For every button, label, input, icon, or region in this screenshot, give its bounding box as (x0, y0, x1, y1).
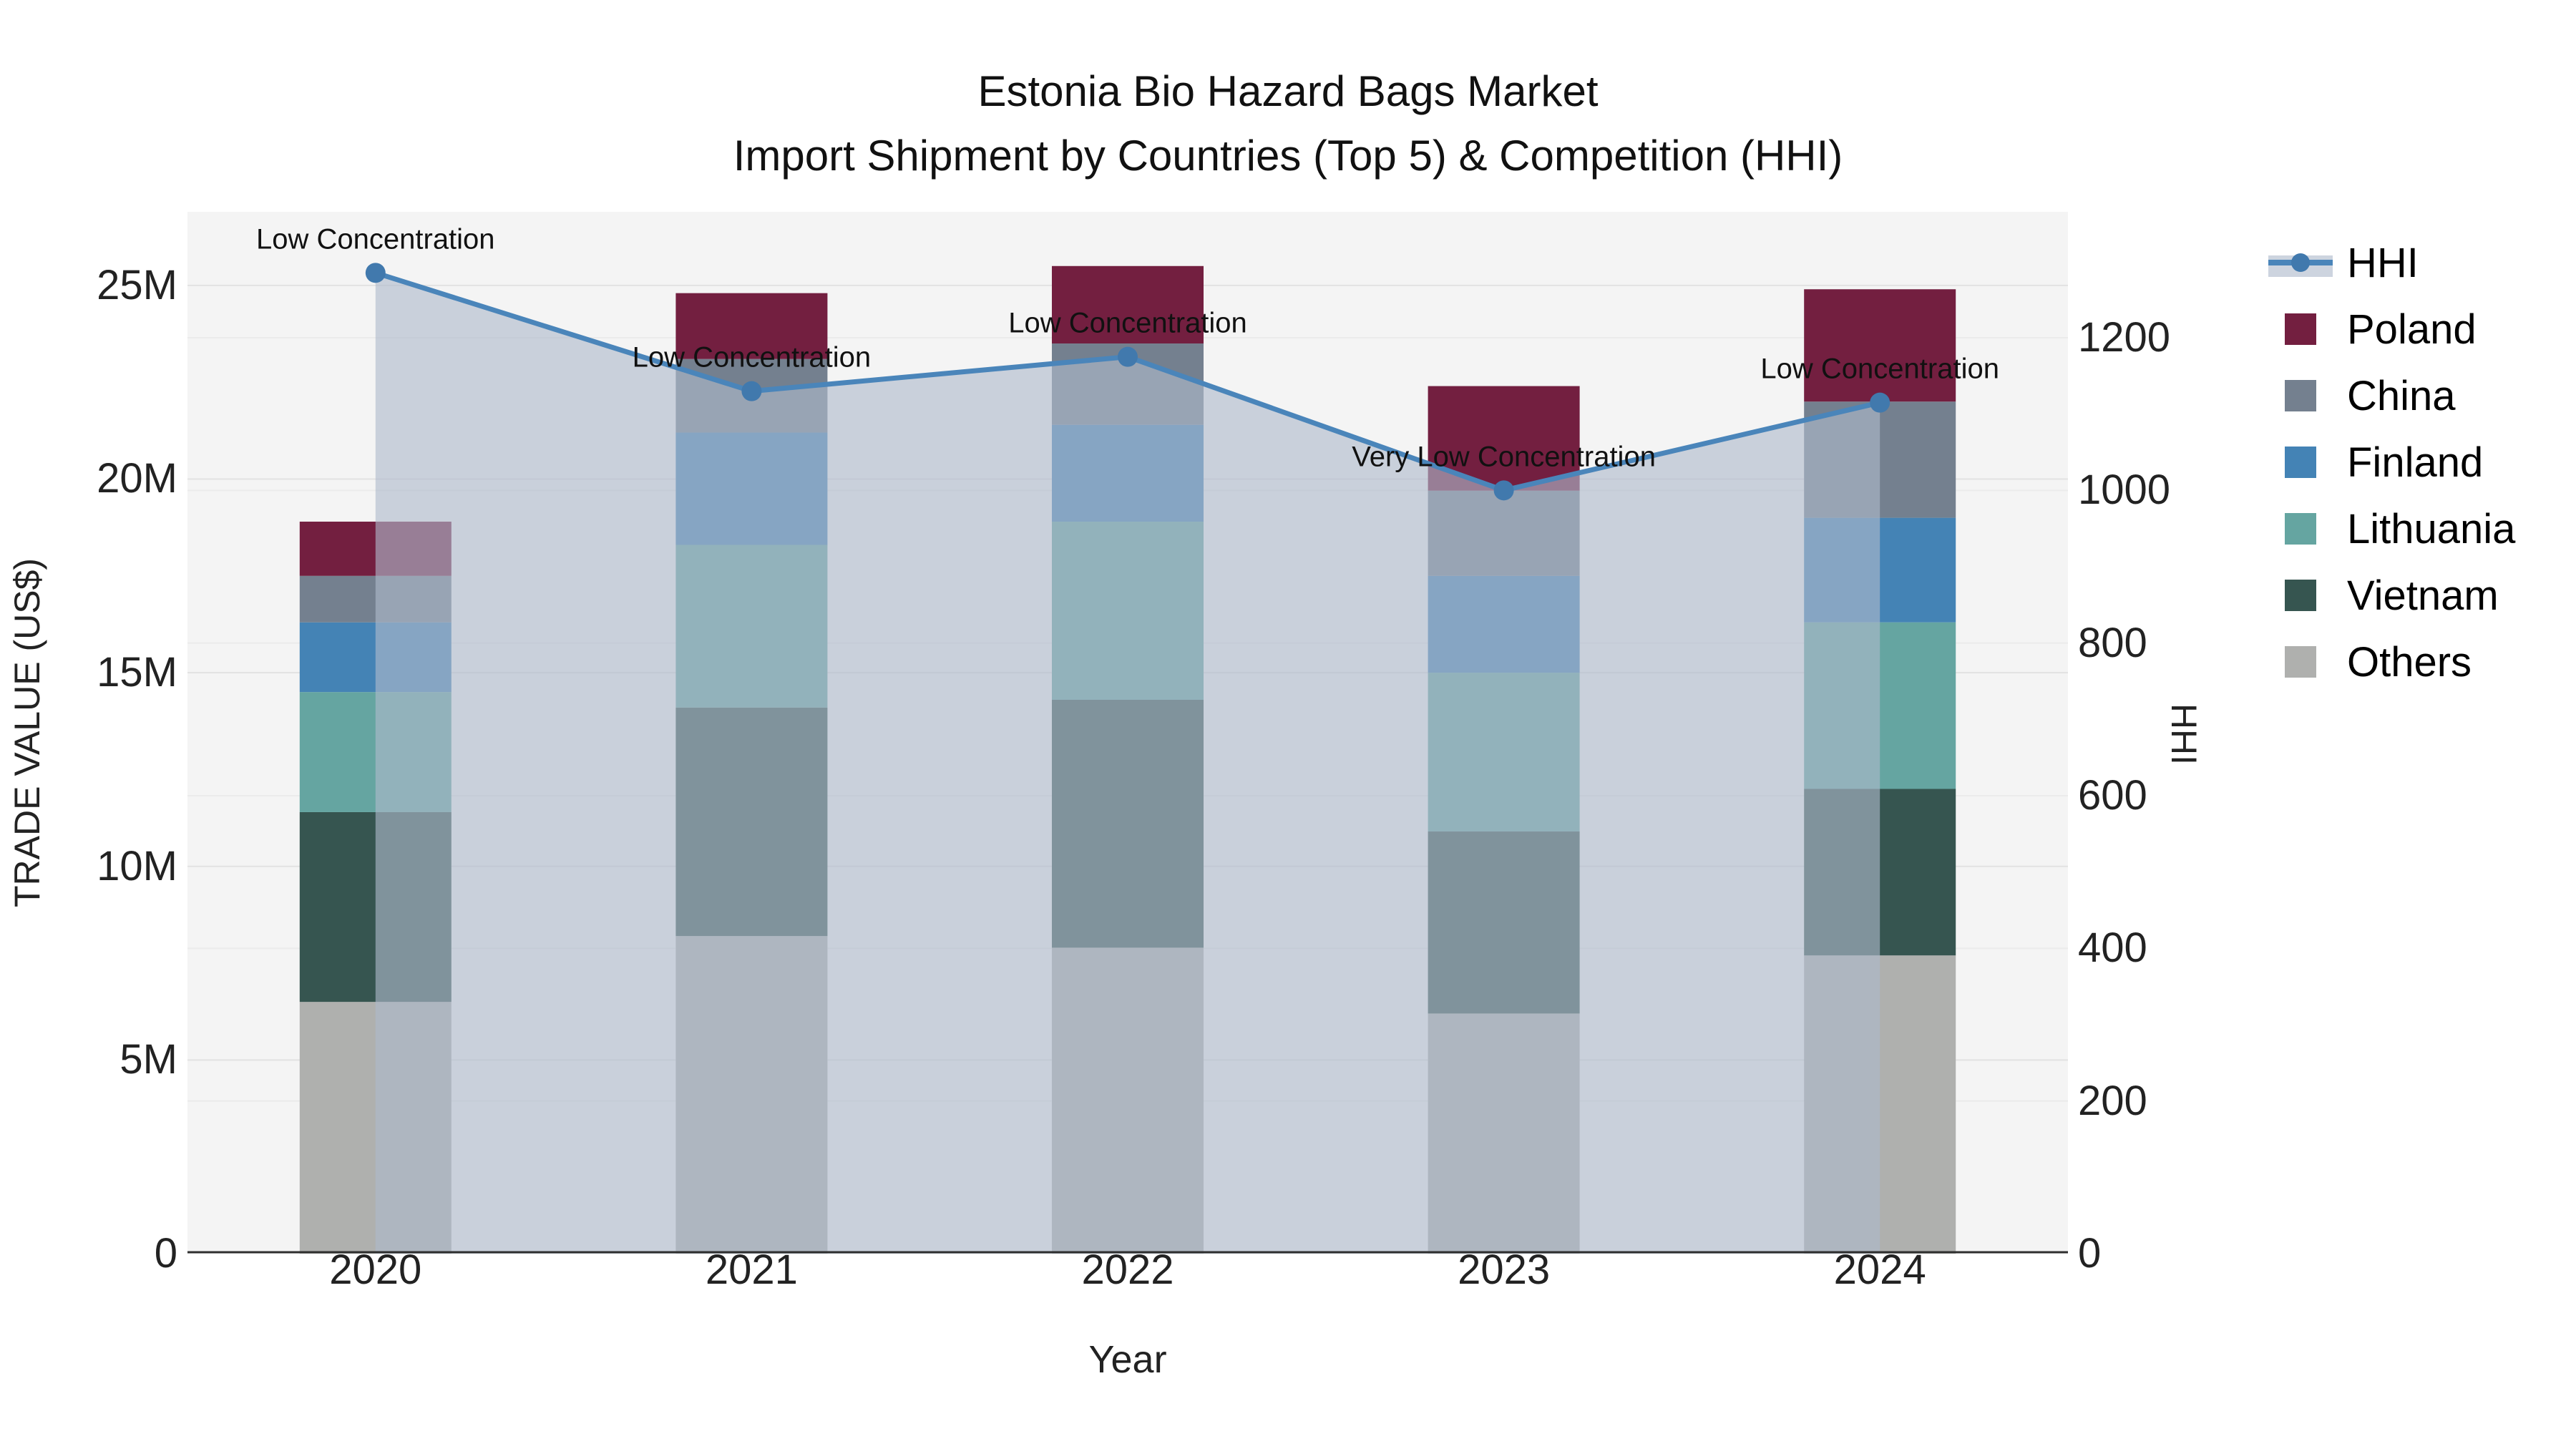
legend-swatch-icon (2285, 580, 2316, 611)
x-tick-2024: 2024 (1833, 1246, 1926, 1293)
hhi-marker-2022[interactable] (1118, 346, 1138, 367)
legend-swatch-icon (2268, 296, 2333, 363)
legend-label: China (2347, 373, 2456, 419)
right-tick-600: 600 (2078, 772, 2147, 819)
bar-segment-2022-poland[interactable] (1052, 265, 1204, 344)
legend-swatch-icon (2285, 380, 2316, 411)
x-tick-2021: 2021 (705, 1246, 798, 1293)
legend-item-hhi[interactable]: HHI (2268, 230, 2515, 296)
legend-swatch-icon (2285, 313, 2316, 345)
legend-label: Others (2347, 639, 2472, 686)
left-tick-25M: 25M (97, 261, 177, 308)
x-tick-2020: 2020 (329, 1246, 422, 1293)
right-tick-1000: 1000 (2078, 467, 2171, 514)
chart-subtitle: Import Shipment by Countries (Top 5) & C… (733, 132, 1843, 180)
plot-svg: Low Concentration Low Concentration Low Co… (187, 223, 2068, 1254)
chart-title: Estonia Bio Hazard Bags Market (977, 67, 1599, 115)
right-tick-1200: 1200 (2078, 314, 2171, 361)
x-tick-2023: 2023 (1458, 1246, 1551, 1293)
legend-item-others[interactable]: Others (2268, 629, 2515, 696)
hhi-marker-2024[interactable] (1870, 392, 1890, 413)
annotation-2024: Low Concentration (1760, 353, 1999, 385)
left-tick-10M: 10M (97, 842, 177, 889)
left-tick-20M: 20M (97, 455, 177, 502)
x-tick-2022: 2022 (1081, 1246, 1174, 1293)
hhi-marker-2021[interactable] (741, 381, 762, 401)
legend-item-lithuania[interactable]: Lithuania (2268, 496, 2515, 562)
hhi-line-icon (2268, 230, 2333, 296)
right-tick-0: 0 (2078, 1230, 2102, 1277)
legend-label: Finland (2347, 439, 2484, 486)
right-axis-title: HHI (2164, 703, 2204, 766)
annotation-2020: Low Concentration (256, 223, 495, 255)
bar-segment-2021-poland[interactable] (675, 293, 828, 359)
left-tick-5M: 5M (119, 1036, 177, 1083)
legend-label: Lithuania (2347, 506, 2516, 552)
right-tick-800: 800 (2078, 619, 2147, 666)
annotation-2023: Very Low Concentration (1352, 441, 1656, 472)
hhi-line-icon-part (2291, 253, 2310, 272)
right-tick-400: 400 (2078, 924, 2147, 972)
legend-label: HHI (2347, 240, 2419, 286)
x-axis-title: Year (1088, 1338, 1167, 1381)
legend-swatch-icon (2268, 363, 2333, 429)
left-axis-title: TRADE VALUE (US$) (7, 557, 47, 908)
legend-label: Vietnam (2347, 572, 2499, 619)
legend-label: Poland (2347, 306, 2477, 353)
plot-area: Low Concentration Low Concentration Low Co… (187, 212, 2068, 1254)
legend-swatch-icon (2285, 447, 2316, 478)
bar-segment-2024-poland[interactable] (1804, 289, 1956, 402)
legend-item-vietnam[interactable]: Vietnam (2268, 562, 2515, 629)
legend-item-poland[interactable]: Poland (2268, 296, 2515, 363)
legend-swatch-icon (2285, 513, 2316, 545)
left-tick-15M: 15M (97, 649, 177, 696)
hhi-marker-2020[interactable] (365, 263, 386, 283)
legend-swatch-icon (2285, 646, 2316, 678)
hhi-marker-2023[interactable] (1493, 480, 1514, 501)
legend: HHI Poland China Finland Lithuania Vietnam Oth… (2268, 230, 2515, 696)
legend-swatch-icon (2268, 429, 2333, 496)
hhi-area-fill (375, 273, 1880, 1254)
left-tick-0: 0 (154, 1230, 177, 1277)
right-tick-200: 200 (2078, 1077, 2147, 1124)
legend-swatch-icon (2268, 629, 2333, 696)
annotation-2022: Low Concentration (1008, 308, 1247, 339)
legend-item-finland[interactable]: Finland (2268, 429, 2515, 496)
legend-swatch-icon (2268, 562, 2333, 629)
legend-item-china[interactable]: China (2268, 363, 2515, 429)
legend-swatch-icon (2268, 496, 2333, 562)
annotation-2021: Low Concentration (633, 342, 872, 374)
